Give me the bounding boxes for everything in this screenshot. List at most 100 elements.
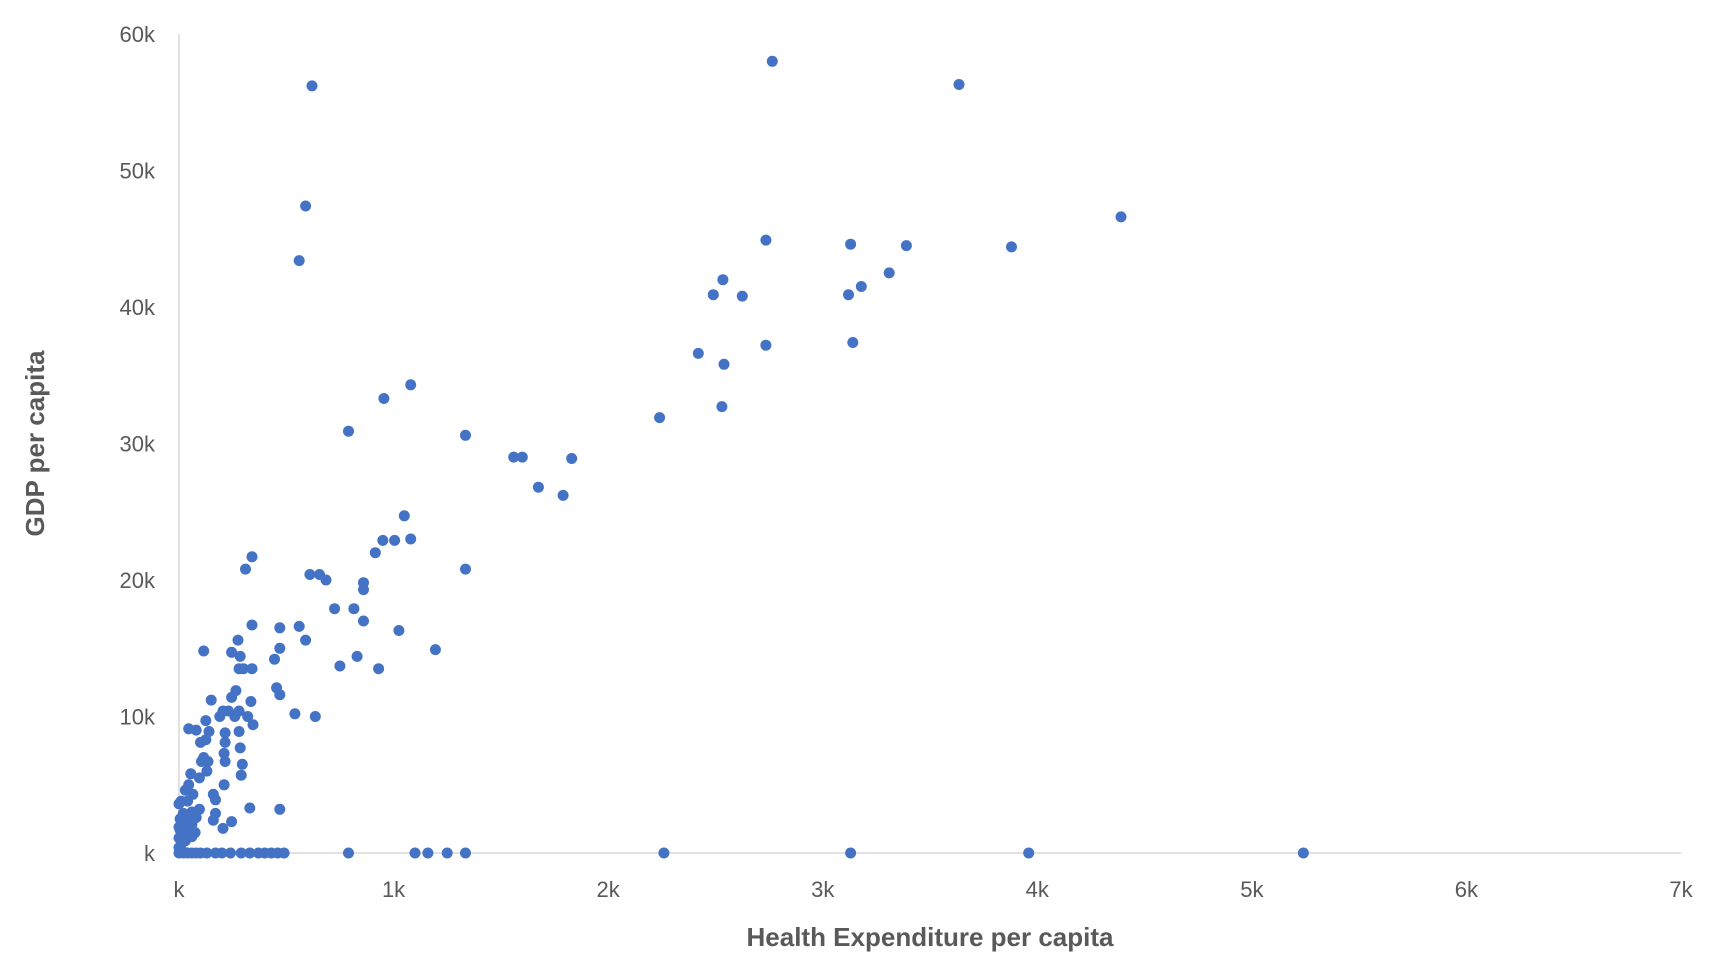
data-point (304, 569, 316, 580)
x-tick-label: 7k (1669, 877, 1693, 902)
data-point (953, 79, 965, 90)
data-point (1297, 847, 1309, 859)
data-point (405, 533, 417, 545)
data-point (405, 379, 417, 391)
data-point (229, 711, 241, 722)
data-point (274, 622, 286, 634)
data-point (293, 255, 305, 267)
data-point (201, 847, 213, 859)
data-point (207, 814, 219, 826)
data-point (718, 358, 730, 370)
y-tick-label: k (144, 841, 156, 866)
data-point (240, 563, 251, 575)
data-point (201, 765, 213, 777)
x-axis-title: Health Expenditure per capita (747, 922, 1115, 952)
data-point (1006, 241, 1017, 253)
data-point (409, 847, 421, 859)
data-point (557, 489, 569, 501)
data-point (274, 642, 286, 654)
data-point (843, 289, 854, 301)
x-tick-label: 6k (1455, 877, 1479, 902)
y-tick-label: 60k (120, 22, 156, 47)
data-point (219, 756, 231, 767)
data-point (845, 238, 857, 250)
data-point (393, 625, 405, 636)
data-point (460, 847, 471, 859)
data-point (306, 80, 318, 92)
data-point (216, 847, 228, 859)
x-tick-label: 4k (1026, 877, 1050, 902)
data-point (205, 694, 217, 706)
data-point (309, 711, 321, 722)
data-point (202, 756, 214, 767)
data-point (348, 603, 360, 615)
data-point (1115, 211, 1127, 223)
data-point (182, 795, 194, 807)
data-point (358, 615, 369, 627)
data-point (235, 769, 247, 781)
y-tick-label: 30k (120, 432, 156, 457)
data-point (218, 747, 230, 759)
data-point (508, 451, 520, 463)
data-point (237, 663, 249, 675)
data-point (707, 289, 719, 301)
data-point (883, 267, 895, 279)
y-tick-label: 10k (120, 705, 156, 730)
data-point (234, 650, 246, 662)
data-point (900, 240, 912, 252)
data-point (369, 547, 381, 559)
data-point (193, 772, 205, 784)
data-point (245, 696, 257, 707)
data-point (210, 794, 221, 806)
data-point (236, 758, 248, 770)
data-point (692, 347, 704, 359)
data-point (218, 779, 230, 791)
data-point (300, 200, 312, 212)
data-points (173, 55, 1309, 859)
data-point (760, 234, 772, 246)
data-point (233, 726, 245, 737)
data-point (716, 401, 728, 413)
data-point (200, 715, 212, 727)
data-point (198, 645, 210, 657)
data-point (378, 393, 390, 404)
data-point (244, 847, 256, 859)
data-point (293, 620, 305, 632)
data-point (234, 742, 246, 754)
data-point (343, 425, 354, 437)
data-point (855, 281, 867, 292)
data-point (214, 711, 226, 722)
x-axis-ticks: k 1k 2k 3k 4k 5k 6k 7k (174, 877, 1694, 902)
y-tick-label: 20k (120, 568, 156, 593)
data-point (195, 736, 206, 748)
data-point (516, 451, 528, 463)
data-point (1023, 847, 1035, 859)
y-axis-title: GDP per capita (20, 350, 50, 536)
data-point (654, 412, 666, 424)
data-point (845, 847, 857, 859)
data-point (289, 708, 301, 720)
data-point (766, 55, 778, 67)
data-point (269, 653, 280, 665)
data-point (244, 802, 256, 814)
data-point (219, 727, 231, 739)
data-point (246, 551, 258, 563)
data-point (334, 660, 346, 672)
data-point (226, 646, 238, 658)
data-point (226, 691, 238, 703)
data-point (246, 619, 258, 631)
data-point (398, 510, 410, 522)
data-point (247, 719, 259, 731)
x-tick-label: 3k (811, 877, 835, 902)
data-point (429, 644, 441, 656)
x-tick-label: 2k (597, 877, 621, 902)
data-point (460, 429, 471, 441)
data-point (219, 736, 231, 748)
data-point (246, 663, 258, 675)
data-point (389, 534, 401, 546)
data-point (658, 847, 670, 859)
data-point (278, 847, 290, 859)
data-point (225, 847, 236, 859)
data-point (358, 584, 369, 596)
